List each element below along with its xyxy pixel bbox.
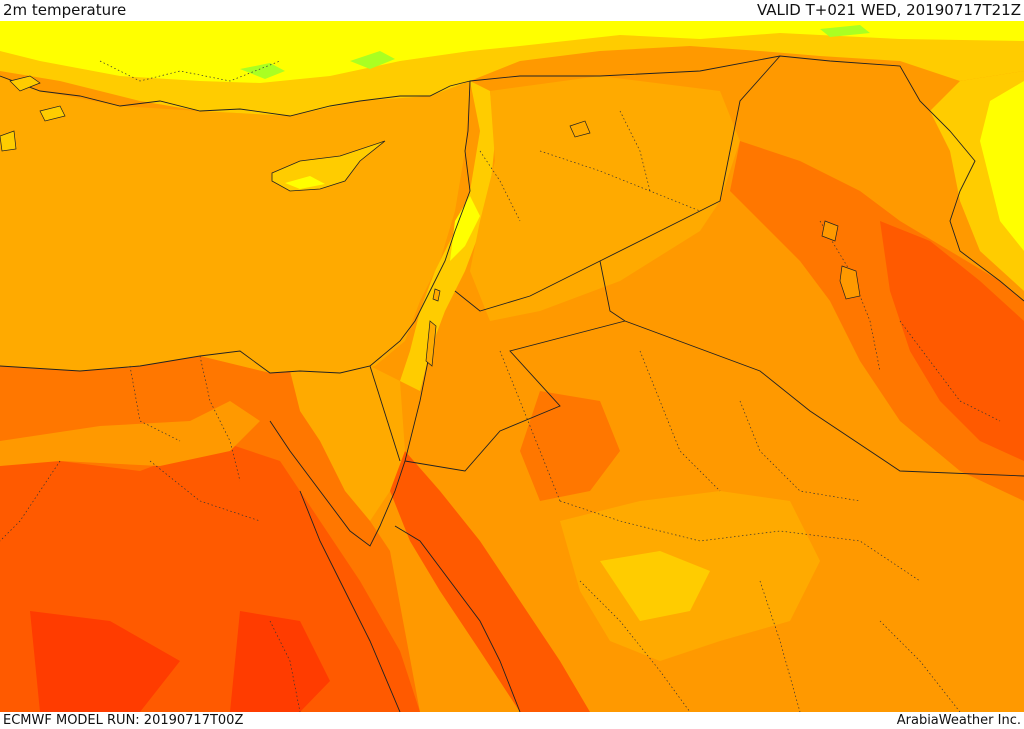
admin-borders [0,60,1001,712]
levant-cool-strip [400,81,495,391]
map-canvas [0,21,1024,712]
gulf-of-suez-coast [269,420,406,547]
syria-moderate-area [470,76,740,321]
north-saudi-hot [520,391,620,501]
red-sea-east-coast [394,525,521,712]
green-patch-2 [350,51,395,69]
jordan-river-border [404,350,431,462]
iraq-very-hot-zone [880,221,1024,461]
turkey-coastline [0,75,471,117]
iraq-saudi-border [599,260,1024,477]
lake-tharthar [821,220,839,242]
hottest-patch-2 [230,611,330,712]
northern-border [469,55,1024,302]
lake-habbaniyah [839,265,861,300]
temperature-map[interactable] [0,21,1024,712]
lake-assad [569,120,591,138]
cyprus-island [271,140,386,192]
sinai-area [290,366,405,521]
model-run-label: ECMWF MODEL RUN: 20190717T00Z [3,713,244,728]
jordan-saudi-border [404,320,626,472]
green-patch-1 [240,63,285,79]
rhodes-island [0,130,17,152]
egypt-transition-band [0,401,260,466]
green-patch-3 [820,25,870,37]
lebanon-mountains [450,196,480,261]
sea-area [0,76,470,376]
credit-label: ArabiaWeather Inc. [896,713,1021,728]
aegean-island-2 [39,105,66,122]
mediterranean-coastline [0,80,471,374]
syria-iraq-border [454,55,781,312]
red-sea-west-coast [299,490,401,712]
hottest-patch-1 [30,611,180,712]
aegean-island-1 [9,75,41,92]
saudi-cool-patch [600,551,710,621]
footer-bar: ECMWF MODEL RUN: 20190717T00Z ArabiaWeat… [0,712,1024,729]
map-title: 2m temperature [3,1,127,19]
header-bar: 2m temperature VALID T+021 WED, 20190717… [0,0,1024,21]
dead-sea [425,320,437,367]
sea-of-galilee [432,288,441,302]
cyprus-mountains [285,176,325,189]
valid-time-label: VALID T+021 WED, 20190717T21Z [756,1,1021,19]
red-sea-coast-hot [390,451,590,712]
egypt-israel-border [369,365,401,462]
east-band-yellow [980,81,1024,251]
